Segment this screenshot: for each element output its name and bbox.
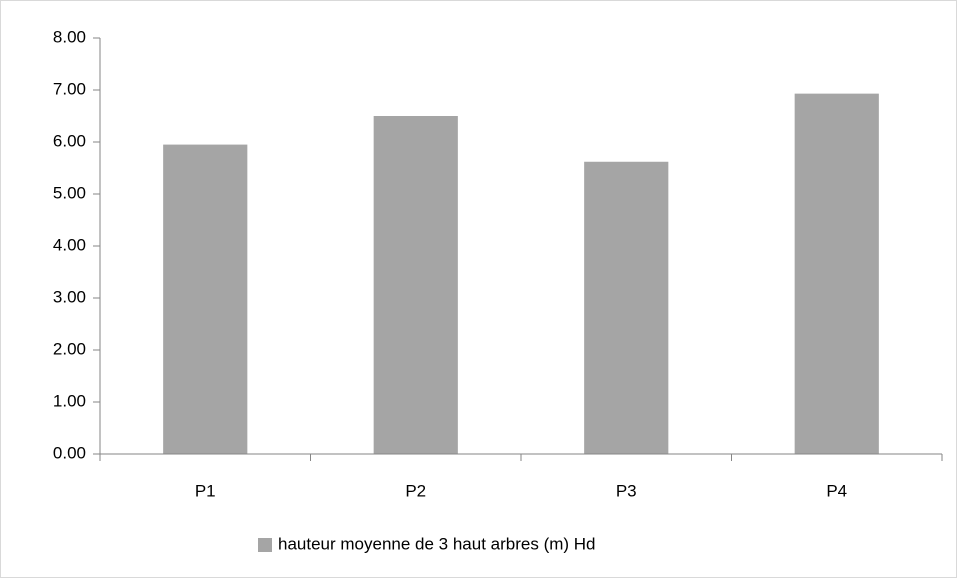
y-tick-label: 7.00 — [53, 79, 86, 98]
legend-label: hauteur moyenne de 3 haut arbres (m) Hd — [278, 534, 596, 553]
x-tick-label: P3 — [616, 481, 637, 500]
bar — [584, 161, 669, 454]
y-tick-label: 8.00 — [53, 27, 86, 46]
y-tick-label: 6.00 — [53, 131, 86, 150]
y-tick-label: 1.00 — [53, 391, 86, 410]
bar — [373, 116, 458, 454]
y-tick-label: 4.00 — [53, 235, 86, 254]
x-tick-label: P1 — [195, 481, 216, 500]
bar — [163, 144, 248, 454]
x-tick-label: P4 — [826, 481, 847, 500]
y-tick-label: 3.00 — [53, 287, 86, 306]
x-tick-label: P2 — [405, 481, 426, 500]
legend-swatch — [258, 538, 272, 552]
y-tick-label: 0.00 — [53, 443, 86, 462]
y-tick-label: 5.00 — [53, 183, 86, 202]
bar — [794, 93, 879, 454]
y-tick-label: 2.00 — [53, 339, 86, 358]
